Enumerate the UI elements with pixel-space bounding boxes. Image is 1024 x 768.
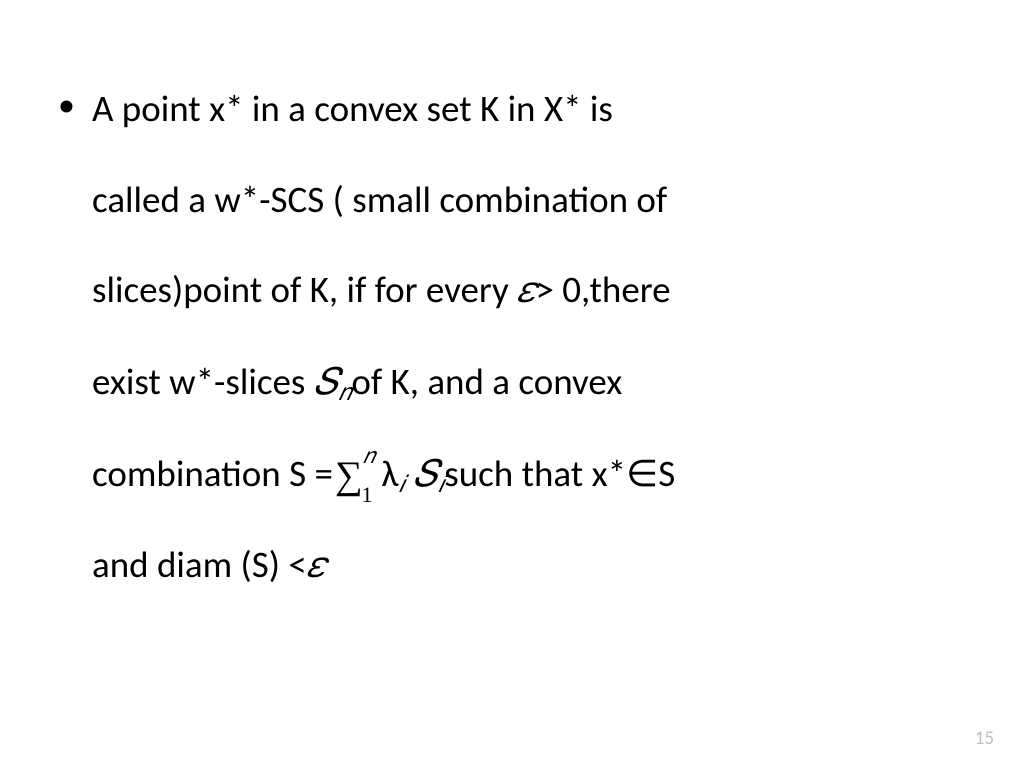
summation: ∑𝑛1 xyxy=(335,457,363,496)
math-S: 𝑆 xyxy=(413,454,438,495)
slide-body: A point x* in a convex set K in X* is ca… xyxy=(50,64,954,612)
element-of-symbol: ∈ xyxy=(626,451,658,496)
epsilon-symbol: 𝜀 xyxy=(307,545,325,586)
text-run: called a w*-SCS ( small combination of xyxy=(92,177,667,222)
math-sub-i: 𝑖 xyxy=(398,472,404,498)
sigma-upper: 𝑛 xyxy=(363,445,375,467)
bullet-list: A point x* in a convex set K in X* is ca… xyxy=(50,64,954,612)
epsilon-symbol: 𝜀 xyxy=(517,270,535,311)
text-run: combination S = xyxy=(92,451,333,496)
page-number: 15 xyxy=(975,727,994,750)
text-run: slices)point of K, if for every xyxy=(92,267,517,312)
text-run: S xyxy=(658,451,675,496)
text-run: A point x* in a convex set K in X* is xyxy=(92,86,613,131)
sigma-symbol: ∑ xyxy=(335,454,363,497)
text-run: and diam (S) < xyxy=(92,542,307,587)
math-sub-n: 𝑛 xyxy=(338,380,351,406)
sigma-lower: 1 xyxy=(361,484,372,506)
text-run: exist w*-slices xyxy=(92,359,314,404)
slide: A point x* in a convex set K in X* is ca… xyxy=(0,0,1024,768)
text-run: of K, and a convex xyxy=(351,359,622,404)
text-run: such that x* xyxy=(444,451,626,496)
lambda-symbol: λ xyxy=(381,451,398,496)
text-run: > 0,there xyxy=(536,267,671,312)
bullet-item: A point x* in a convex set K in X* is ca… xyxy=(50,64,954,612)
math-S: 𝑆 xyxy=(314,362,339,403)
